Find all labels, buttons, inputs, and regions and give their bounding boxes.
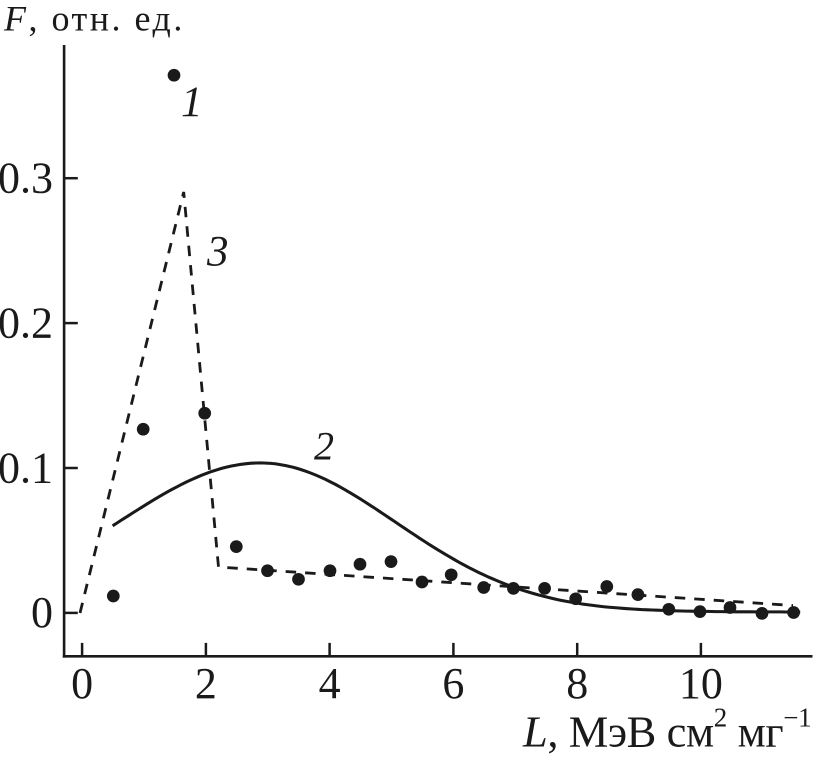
svg-text:0: 0 (31, 588, 53, 637)
svg-text:0.2: 0.2 (0, 298, 53, 347)
svg-text:2: 2 (314, 424, 334, 469)
svg-text:0.3: 0.3 (0, 154, 53, 203)
svg-text:10: 10 (679, 659, 723, 708)
svg-text:0: 0 (71, 659, 93, 708)
svg-text:8: 8 (566, 659, 588, 708)
svg-text:2: 2 (195, 659, 217, 708)
svg-text:F, отн. ед.: F, отн. ед. (3, 0, 185, 39)
svg-text:3: 3 (206, 228, 229, 275)
svg-text:0.1: 0.1 (0, 443, 53, 492)
svg-text:L, МэВ см2 мг−1: L, МэВ см2 мг−1 (522, 703, 811, 757)
svg-text:6: 6 (442, 659, 464, 708)
svg-text:1: 1 (181, 79, 203, 126)
svg-text:4: 4 (319, 659, 341, 708)
